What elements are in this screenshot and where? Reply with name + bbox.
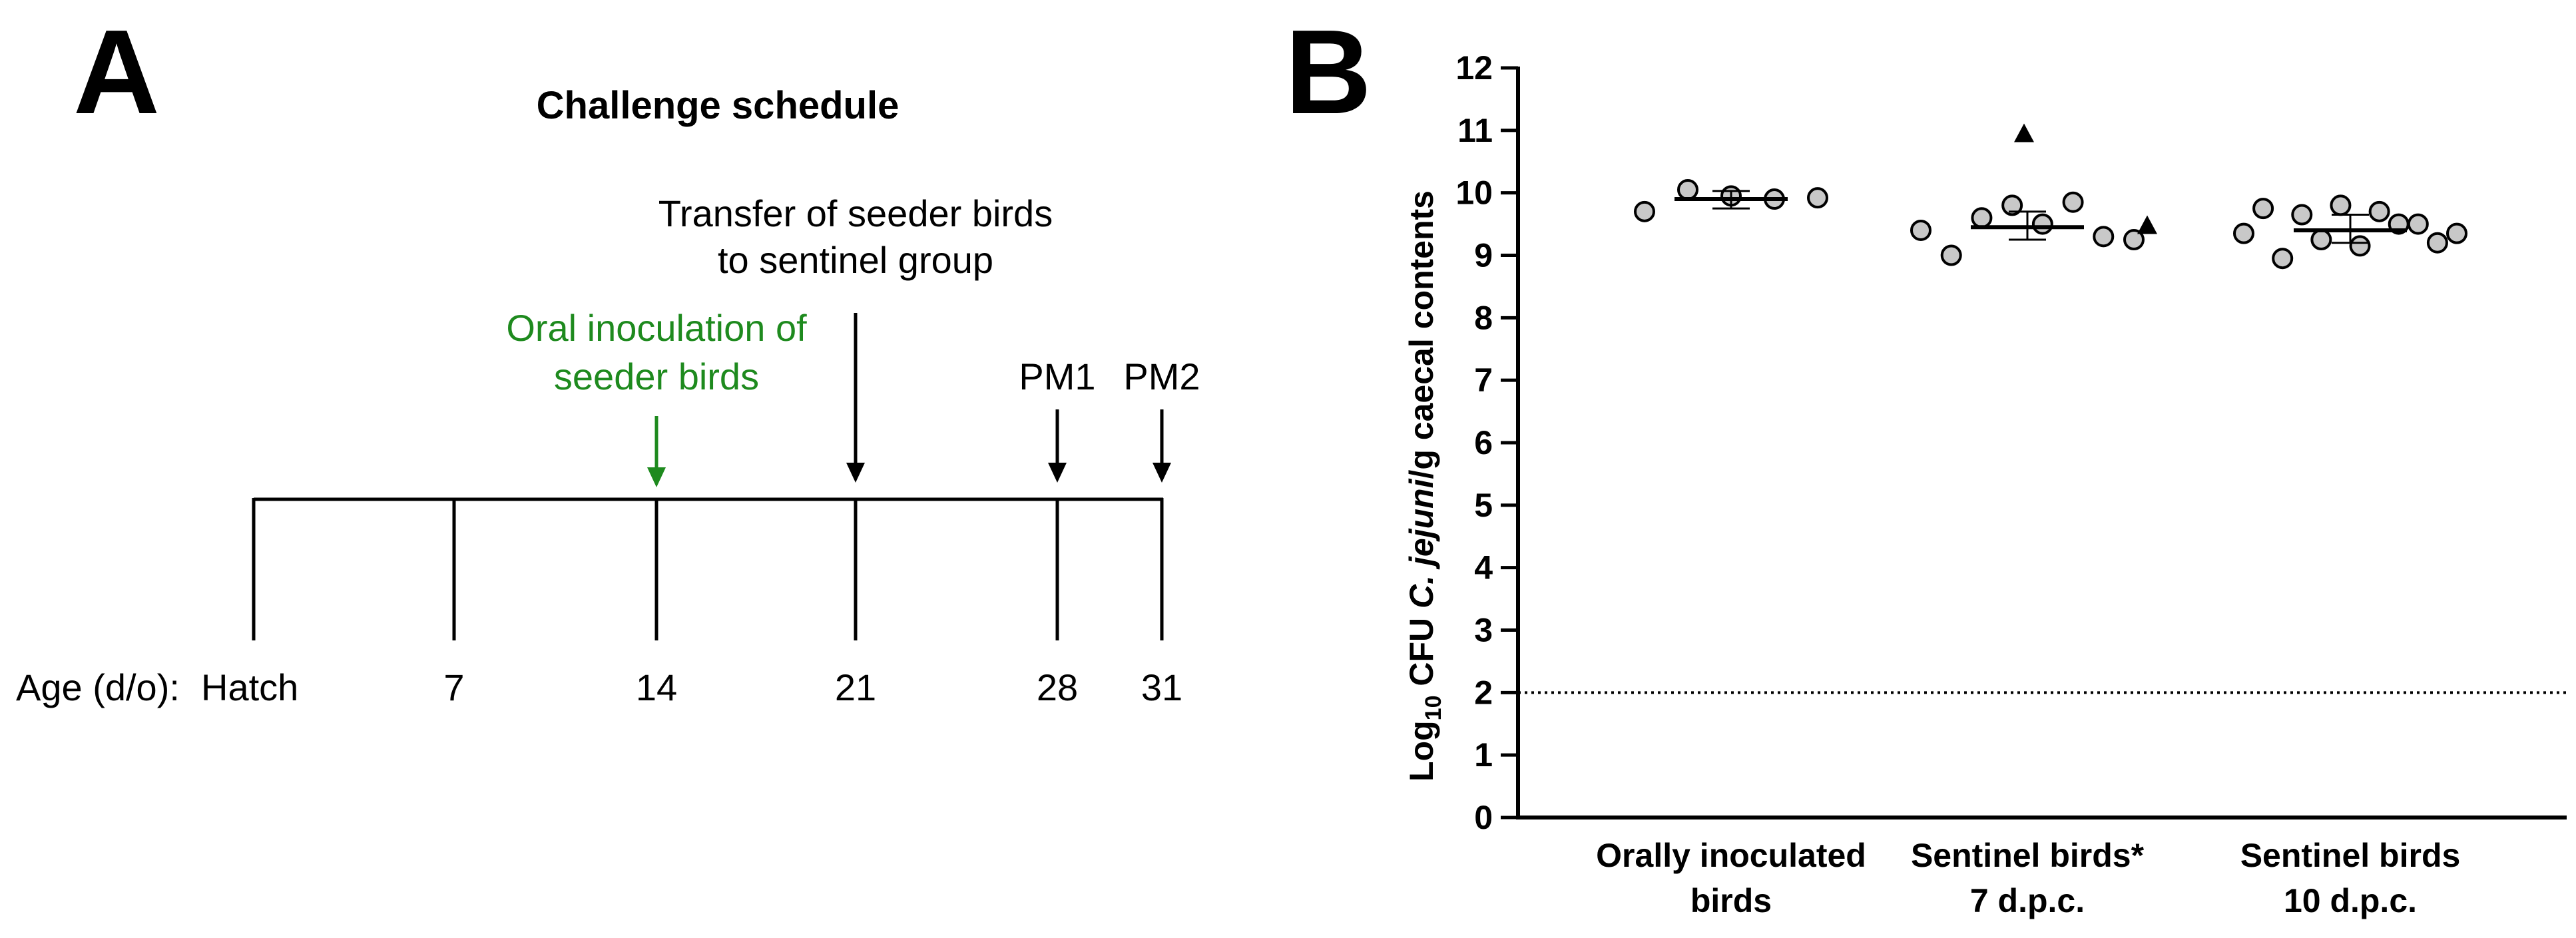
timeline [252, 497, 1164, 640]
data-point [2349, 235, 2371, 257]
data-point [1634, 200, 1655, 222]
data-point [1971, 207, 1993, 229]
y-tick-label-11: 11 [1457, 112, 1493, 149]
age-label-31: 31 [1141, 666, 1182, 708]
age-axis-label: Age (d/o): [16, 666, 180, 708]
data-point [2310, 229, 2332, 251]
y-tick-label-12: 12 [1455, 49, 1493, 87]
inoculation-label-line2: seeder birds [554, 355, 759, 397]
group-label-2-line2: 7 d.p.c. [1970, 882, 2085, 919]
data-point [2272, 248, 2294, 270]
group-label-1-line2: birds [1690, 882, 1772, 919]
age-label-14: 14 [636, 666, 677, 708]
group-label-2-line1: Sentinel birds* [1911, 837, 2145, 874]
y-tick-label-9: 9 [1474, 237, 1493, 274]
inoculation-arrow-head-icon [647, 467, 666, 487]
inoculation-label-line1: Oral inoculation of [506, 307, 807, 349]
data-point [2031, 213, 2053, 235]
y-tick-label-3: 3 [1474, 612, 1493, 649]
group-label-3-line1: Sentinel birds [2240, 837, 2461, 874]
age-label-hatch: Hatch [201, 666, 298, 708]
pm2-label: PM2 [1123, 355, 1200, 397]
panel-a-title: Challenge schedule [537, 84, 900, 127]
pm1-annotation: PM1 [1019, 355, 1096, 483]
age-label-28: 28 [1037, 666, 1078, 708]
y-tick-label-4: 4 [1474, 549, 1493, 586]
data-point [2233, 222, 2254, 244]
data-point [2426, 232, 2448, 254]
panel-b-letter: B [1285, 5, 1372, 139]
data-point [2291, 204, 2313, 226]
data-point [1910, 219, 1932, 241]
data-point [2062, 191, 2084, 213]
pm2-arrow-head-icon [1153, 463, 1171, 483]
pm1-arrow-head-icon [1048, 463, 1067, 483]
y-axis-label-species: C. jejuni [1403, 478, 1440, 608]
group-label-3-line2: 10 d.p.c. [2284, 882, 2417, 919]
age-labels: Age (d/o): Hatch 7 14 21 28 31 [16, 666, 1182, 708]
pm2-annotation: PM2 [1123, 355, 1200, 483]
data-point [2368, 200, 2390, 222]
data-point [2407, 213, 2429, 235]
inoculation-annotation: Oral inoculation of seeder birds [506, 307, 807, 487]
age-label-7: 7 [443, 666, 464, 708]
y-axis-label-cfu: CFU [1403, 608, 1440, 696]
y-axis-label-subscript: 10 [1421, 696, 1446, 721]
y-axis-label: Log10 CFU C. jejuni/g caecal contents [1403, 190, 1446, 782]
outlier-triangle-icon [2014, 123, 2034, 142]
transfer-annotation: Transfer of seeder birds to sentinel gro… [658, 192, 1053, 483]
data-point [2446, 222, 2467, 244]
group-label-1-line1: Orally inoculated [1596, 837, 1866, 874]
transfer-arrow-head-icon [846, 463, 865, 483]
y-axis-label-log: Log [1403, 720, 1440, 782]
outlier-triangle-icon [2137, 215, 2157, 234]
y-tick-label-6: 6 [1474, 424, 1493, 461]
pm1-label: PM1 [1019, 355, 1095, 397]
transfer-label-line2: to sentinel group [718, 239, 993, 281]
y-tick-label-2: 2 [1474, 674, 1493, 711]
panel-a-letter: A [73, 5, 160, 139]
transfer-label-line1: Transfer of seeder birds [658, 192, 1053, 234]
age-label-21: 21 [835, 666, 876, 708]
y-tick-label-8: 8 [1474, 299, 1493, 336]
y-tick-label-5: 5 [1474, 487, 1493, 524]
data-point [2093, 226, 2115, 248]
y-tick-label-0: 0 [1474, 799, 1493, 836]
y-tick-label-1: 1 [1474, 736, 1493, 774]
data-point [1807, 187, 1828, 209]
data-point [2330, 194, 2352, 216]
data-point [1940, 244, 1962, 266]
data-point [1677, 178, 1698, 200]
y-tick-label-7: 7 [1474, 361, 1493, 399]
data-point [2001, 194, 2023, 216]
data-point [2252, 198, 2274, 220]
y-axis-label-rest: /g caecal contents [1403, 190, 1440, 479]
data-point [2123, 229, 2145, 251]
y-tick-label-10: 10 [1455, 174, 1493, 212]
